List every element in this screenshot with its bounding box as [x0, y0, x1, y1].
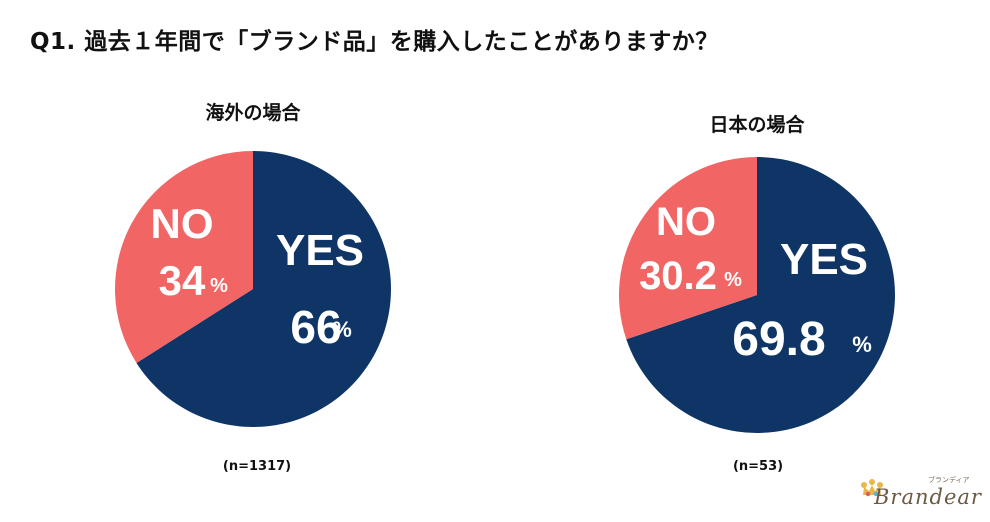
pie-chart-japan: YES 69.8 % NO 30.2%	[618, 157, 895, 433]
sample-size-overseas: (n=1317)	[222, 459, 292, 474]
slice-value-yes: 66	[290, 301, 341, 353]
pie-chart-overseas: YES 66% NO 34%	[115, 151, 392, 428]
chart-title-japan: 日本の場合	[709, 114, 805, 136]
page-title: Q1. 過去１年間で「ブランド品」を購入したことがありますか？	[30, 29, 719, 55]
pie-slice-no	[115, 151, 253, 363]
slice-label-no: NO	[656, 200, 716, 244]
pie-slice-yes	[626, 157, 895, 433]
logo-kana: ブランディア	[928, 476, 970, 484]
logo-wordmark: Brandear	[874, 485, 982, 509]
chart-title-overseas: 海外の場合	[205, 102, 301, 124]
slice-label-yes: YES	[780, 235, 868, 284]
slice-unit-no: %	[210, 275, 228, 297]
brandear-logo: ブランディア Brandear	[858, 473, 981, 517]
slice-value-no: 30.2	[639, 254, 717, 298]
sample-size-japan: (n=53)	[732, 459, 784, 474]
pie-slice-no	[618, 157, 757, 340]
slice-value-yes: 69.8	[732, 313, 825, 366]
slice-label-yes: YES	[276, 226, 364, 275]
slice-unit-yes: %	[852, 332, 872, 357]
slice-value-no: 34	[159, 257, 206, 304]
slice-label-no: NO	[151, 200, 214, 247]
crown-icon	[861, 479, 883, 497]
pie-slice-yes	[136, 151, 392, 428]
slice-unit-no: %	[724, 269, 742, 291]
slice-unit-yes: %	[332, 317, 352, 342]
